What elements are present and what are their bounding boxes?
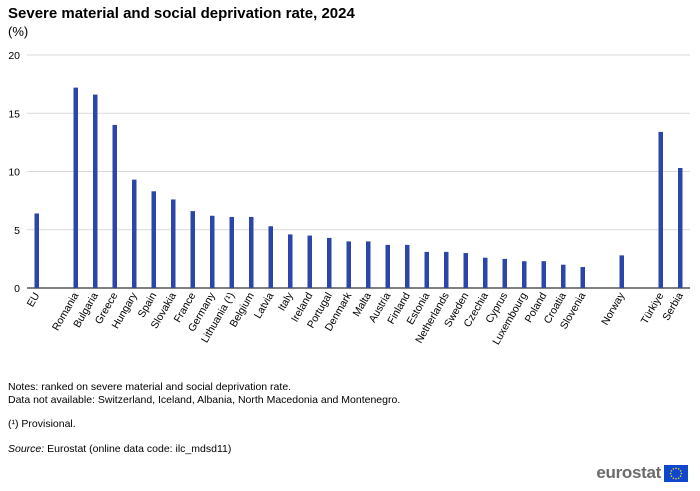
bar	[541, 261, 546, 288]
flag-star	[670, 474, 673, 477]
bar	[190, 211, 195, 288]
note-not-available: Data not available: Switzerland, Iceland…	[8, 394, 401, 406]
y-tick-label: 20	[8, 50, 20, 62]
eurostat-logo: eurostat	[596, 463, 688, 483]
flag-star	[672, 476, 675, 479]
bar	[268, 226, 273, 288]
bar	[522, 261, 527, 288]
note-provisional: (¹) Provisional.	[8, 418, 76, 430]
x-tick-label: Türkiye	[639, 290, 667, 326]
bar	[112, 124, 117, 289]
source-text: Eurostat (online data code: ilc_mdsd11)	[44, 443, 232, 455]
unit-label: (%)	[8, 24, 29, 39]
source-note: Source: Eurostat (online data code: ilc_…	[8, 443, 231, 456]
bar	[502, 258, 507, 288]
chart-title: Severe material and social deprivation r…	[8, 5, 355, 22]
flag-star	[675, 466, 677, 469]
bar	[483, 257, 488, 288]
bar	[73, 87, 78, 288]
bar	[405, 244, 410, 288]
bar	[249, 216, 254, 288]
bar	[346, 241, 351, 288]
bar	[619, 255, 624, 288]
flag-star	[677, 467, 680, 470]
bar	[327, 237, 332, 288]
bar	[288, 234, 293, 288]
bar	[580, 267, 585, 288]
bar	[444, 251, 449, 288]
flag-star	[679, 469, 682, 472]
bar	[229, 216, 234, 288]
bar	[93, 94, 98, 288]
flag-star	[679, 474, 682, 477]
x-tick-label: EU	[25, 291, 43, 310]
y-tick-label: 10	[8, 167, 20, 179]
bar	[366, 241, 371, 288]
flag-star	[670, 469, 673, 472]
bar	[424, 251, 429, 288]
y-tick-label: 0	[14, 283, 20, 295]
bar	[132, 179, 137, 288]
y-tick-label: 15	[8, 108, 20, 120]
bar	[34, 213, 39, 288]
flag-star	[680, 472, 683, 474]
flag-star	[677, 476, 680, 479]
source-label: Source:	[8, 443, 45, 455]
bar	[210, 215, 215, 288]
bar	[678, 168, 683, 288]
flag-star	[672, 467, 675, 470]
flag-star	[675, 477, 677, 480]
note-ranking: Notes: ranked on severe material and soc…	[8, 381, 292, 393]
bar	[385, 244, 390, 288]
logo-text: eurostat	[596, 463, 661, 482]
bar	[658, 131, 663, 288]
bar	[307, 235, 312, 288]
bar	[463, 253, 468, 288]
y-tick-label: 5	[14, 225, 20, 237]
eu-flag-icon	[664, 464, 688, 482]
x-tick-label: Latvia	[252, 290, 276, 320]
bar	[561, 264, 566, 288]
x-tick-label: Norway	[599, 290, 628, 327]
flag-star	[669, 472, 672, 474]
bar	[171, 199, 176, 288]
bar	[151, 191, 156, 288]
